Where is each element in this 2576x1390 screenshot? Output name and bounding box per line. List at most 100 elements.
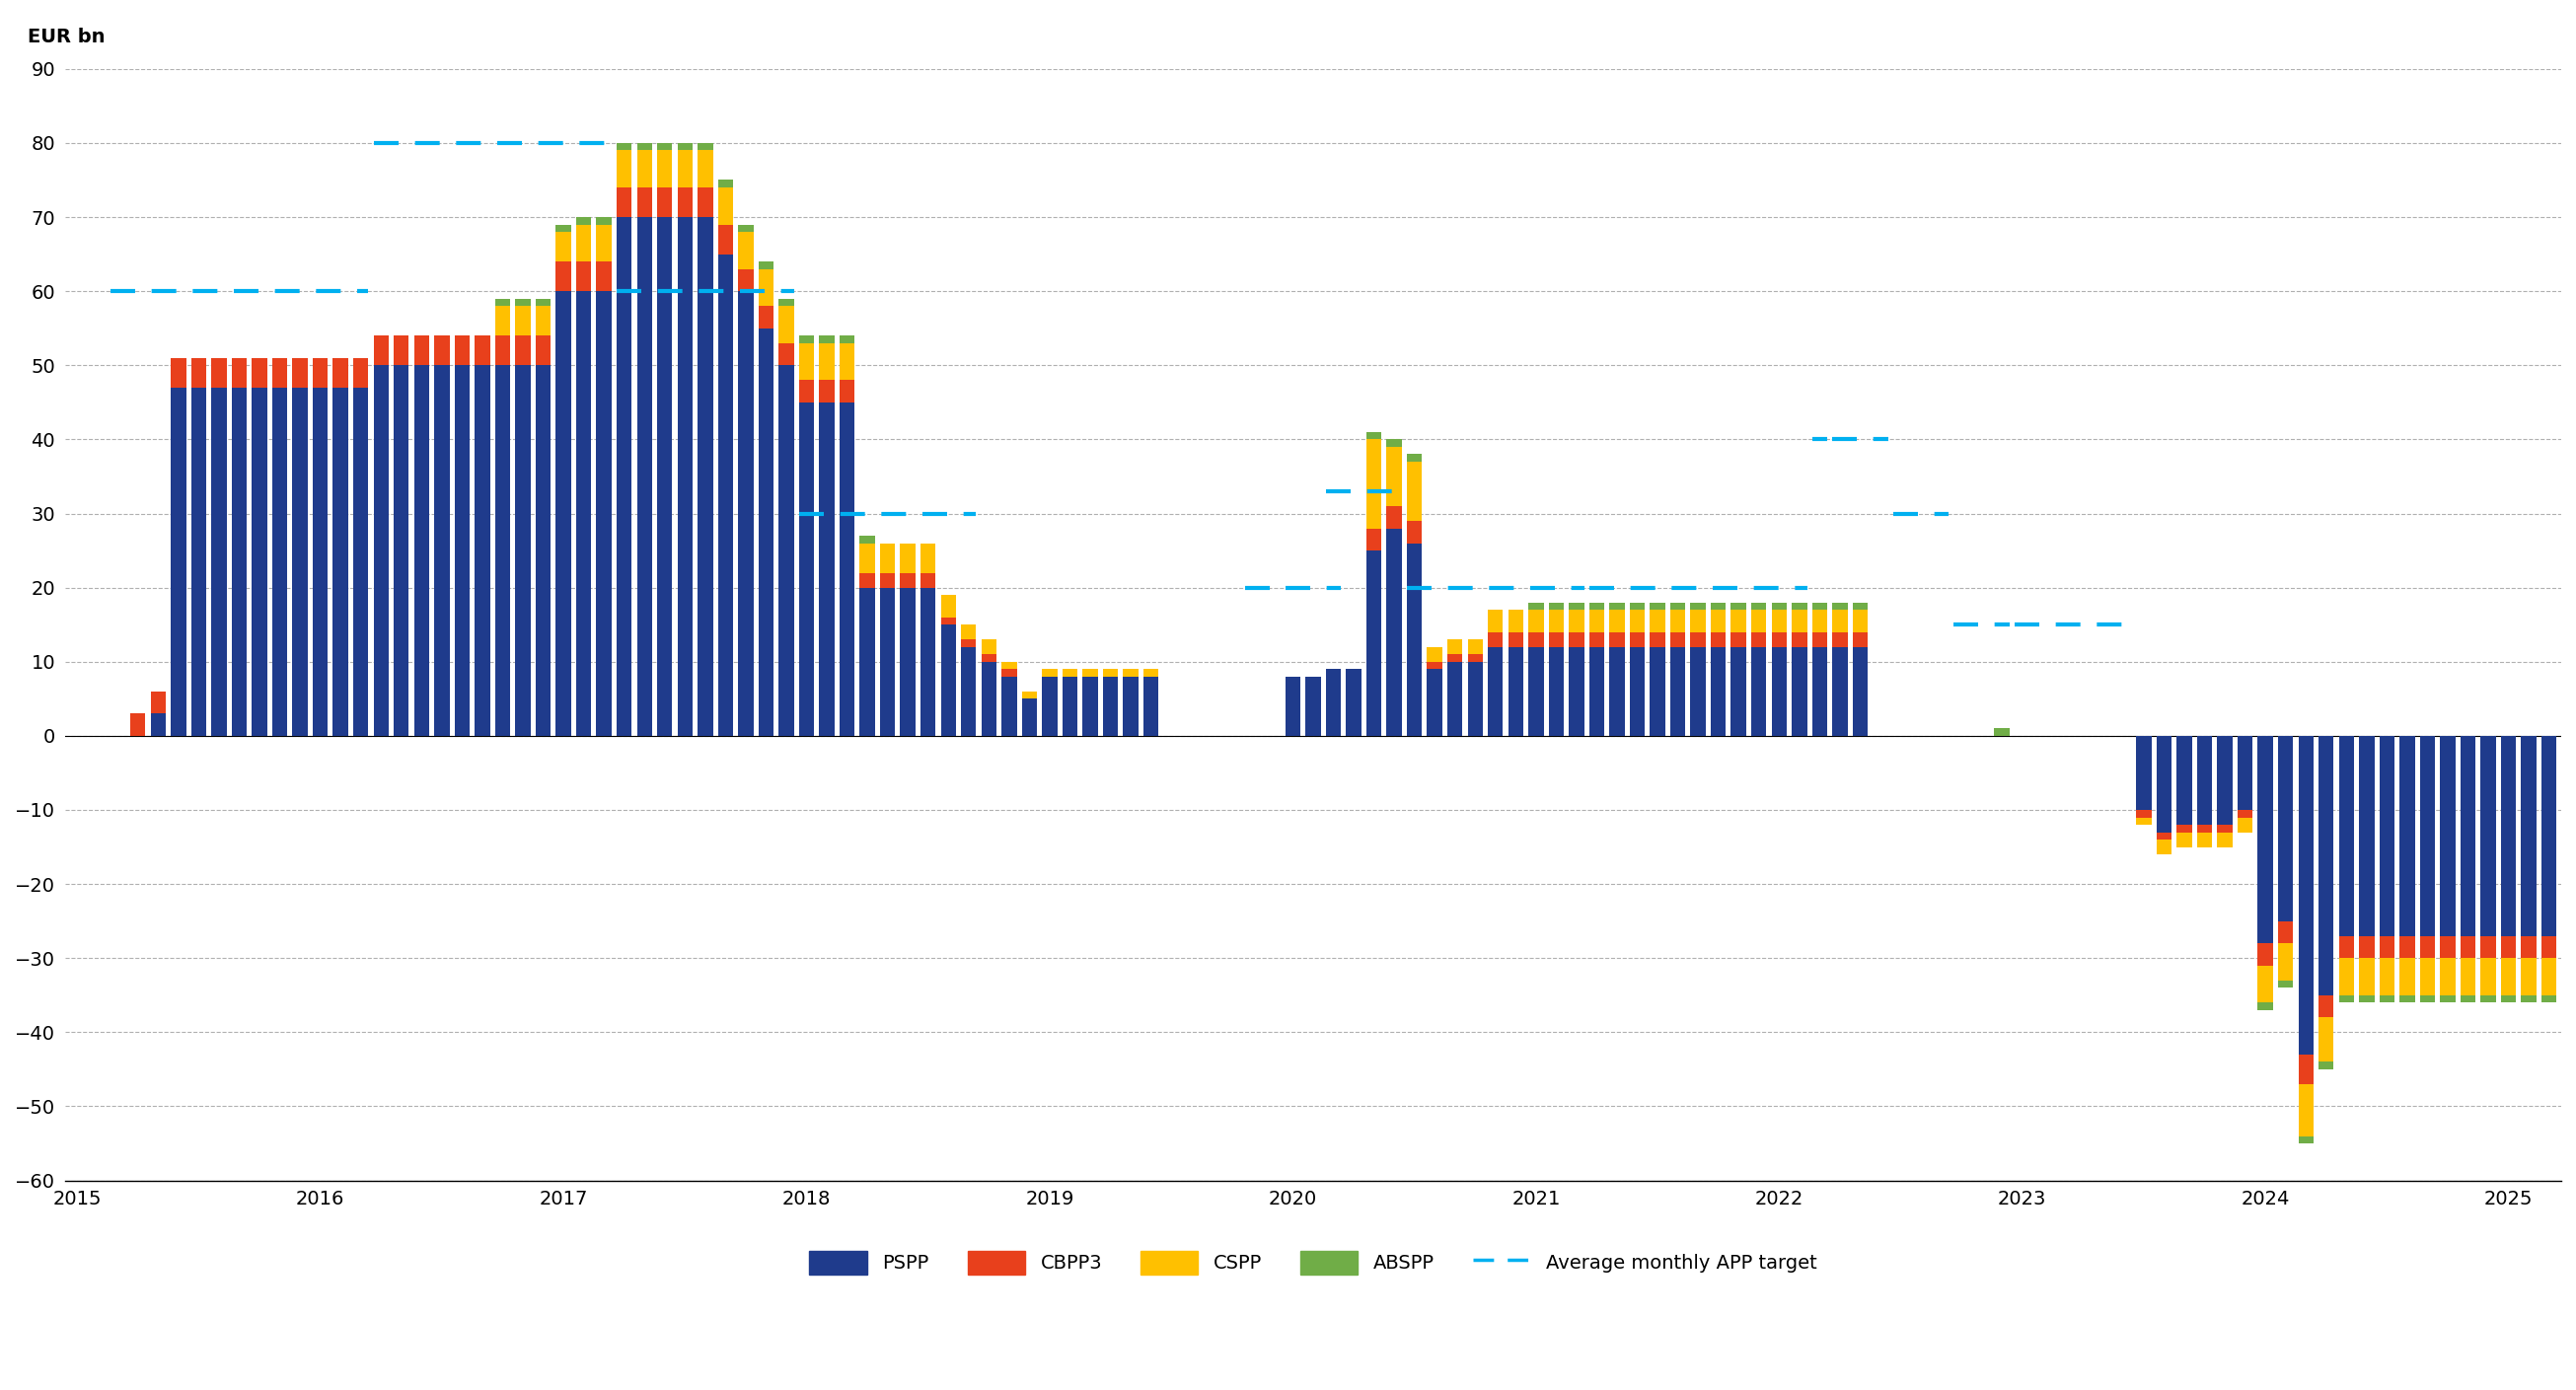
Bar (1610, 610, 1625, 632)
Bar (2481, 958, 2496, 995)
Bar (799, 335, 814, 343)
Bar (2218, 824, 2233, 833)
Bar (2501, 995, 2517, 1002)
Bar (1669, 610, 1685, 632)
Bar (515, 366, 531, 735)
Bar (1002, 662, 1018, 669)
Bar (1994, 728, 2009, 735)
Bar (1386, 439, 1401, 446)
Bar (273, 357, 289, 388)
Bar (1772, 632, 1788, 646)
Bar (2156, 833, 2172, 840)
Bar (515, 306, 531, 335)
Bar (2460, 958, 2476, 995)
Bar (332, 357, 348, 388)
Bar (2380, 935, 2396, 958)
Bar (332, 388, 348, 735)
Bar (961, 646, 976, 735)
Bar (698, 188, 714, 217)
Bar (2277, 944, 2293, 980)
Bar (595, 291, 611, 735)
Bar (2339, 735, 2354, 935)
Bar (1548, 632, 1564, 646)
Bar (940, 595, 956, 617)
Bar (778, 299, 793, 306)
Bar (981, 639, 997, 655)
Bar (1690, 610, 1705, 632)
Bar (2298, 1136, 2313, 1144)
Bar (2339, 935, 2354, 958)
Bar (1285, 677, 1301, 735)
Bar (211, 357, 227, 388)
Bar (899, 588, 914, 735)
Bar (1710, 610, 1726, 632)
Bar (435, 366, 448, 735)
Bar (1448, 655, 1463, 662)
Bar (1468, 639, 1484, 655)
Bar (1731, 646, 1747, 735)
Bar (940, 624, 956, 735)
Bar (1448, 639, 1463, 655)
Bar (2318, 1017, 2334, 1062)
Bar (757, 328, 773, 735)
Bar (1427, 669, 1443, 735)
Bar (2419, 935, 2434, 958)
Bar (881, 588, 896, 735)
Bar (2177, 824, 2192, 833)
Bar (1528, 602, 1543, 610)
Bar (2439, 958, 2455, 995)
Bar (1061, 669, 1077, 677)
Bar (1144, 669, 1159, 677)
Bar (1023, 699, 1038, 735)
Bar (536, 366, 551, 735)
Bar (312, 357, 327, 388)
Bar (2522, 735, 2537, 935)
Bar (2197, 824, 2213, 833)
Bar (1610, 646, 1625, 735)
Bar (1710, 632, 1726, 646)
Bar (1103, 677, 1118, 735)
Bar (191, 357, 206, 388)
Bar (1406, 543, 1422, 735)
Bar (1548, 610, 1564, 632)
Bar (1852, 602, 1868, 610)
Bar (1852, 646, 1868, 735)
Bar (1631, 632, 1646, 646)
Bar (1468, 655, 1484, 662)
Bar (1043, 669, 1056, 677)
Bar (1852, 632, 1868, 646)
Bar (920, 543, 935, 573)
Bar (577, 224, 592, 261)
Bar (1144, 677, 1159, 735)
Bar (2197, 833, 2213, 847)
Bar (899, 543, 914, 573)
Bar (495, 366, 510, 735)
Bar (2277, 922, 2293, 944)
Bar (474, 335, 489, 366)
Bar (1406, 455, 1422, 461)
Bar (2197, 735, 2213, 824)
Bar (2156, 735, 2172, 833)
Bar (170, 388, 185, 735)
Bar (1669, 646, 1685, 735)
Bar (1448, 662, 1463, 735)
Bar (1832, 602, 1847, 610)
Bar (2380, 958, 2396, 995)
Bar (981, 655, 997, 662)
Bar (1123, 677, 1139, 735)
Bar (719, 254, 734, 735)
Bar (860, 535, 876, 543)
Bar (2380, 995, 2396, 1002)
Bar (2419, 735, 2434, 935)
Bar (515, 299, 531, 306)
Bar (2501, 958, 2517, 995)
Bar (2360, 958, 2375, 995)
Bar (495, 335, 510, 366)
Bar (2419, 958, 2434, 995)
Bar (657, 143, 672, 150)
Bar (1710, 646, 1726, 735)
Bar (1002, 677, 1018, 735)
Bar (739, 268, 752, 291)
Bar (1589, 602, 1605, 610)
Bar (1043, 677, 1056, 735)
